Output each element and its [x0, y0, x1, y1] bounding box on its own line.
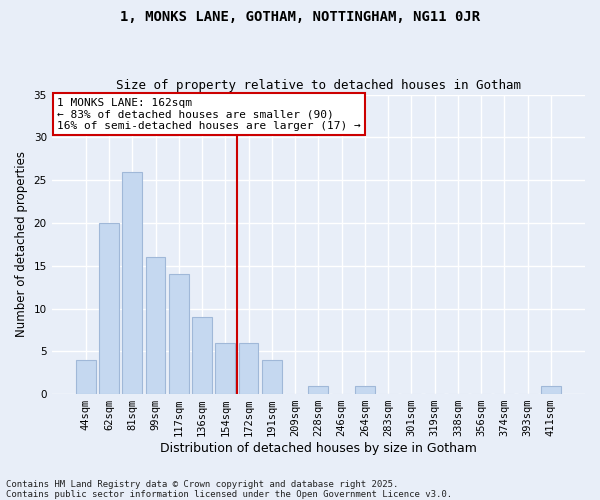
X-axis label: Distribution of detached houses by size in Gotham: Distribution of detached houses by size …	[160, 442, 477, 455]
Text: 1, MONKS LANE, GOTHAM, NOTTINGHAM, NG11 0JR: 1, MONKS LANE, GOTHAM, NOTTINGHAM, NG11 …	[120, 10, 480, 24]
Bar	[262, 360, 282, 394]
Bar	[355, 386, 375, 394]
Bar	[169, 274, 188, 394]
Bar	[99, 223, 119, 394]
Y-axis label: Number of detached properties: Number of detached properties	[15, 152, 28, 338]
Bar	[215, 342, 235, 394]
Bar	[122, 172, 142, 394]
Title: Size of property relative to detached houses in Gotham: Size of property relative to detached ho…	[116, 79, 521, 92]
Bar	[192, 317, 212, 394]
Bar	[146, 257, 166, 394]
Bar	[308, 386, 328, 394]
Bar	[541, 386, 561, 394]
Text: Contains HM Land Registry data © Crown copyright and database right 2025.
Contai: Contains HM Land Registry data © Crown c…	[6, 480, 452, 499]
Bar	[239, 342, 259, 394]
Text: 1 MONKS LANE: 162sqm
← 83% of detached houses are smaller (90)
16% of semi-detac: 1 MONKS LANE: 162sqm ← 83% of detached h…	[57, 98, 361, 131]
Bar	[76, 360, 95, 394]
